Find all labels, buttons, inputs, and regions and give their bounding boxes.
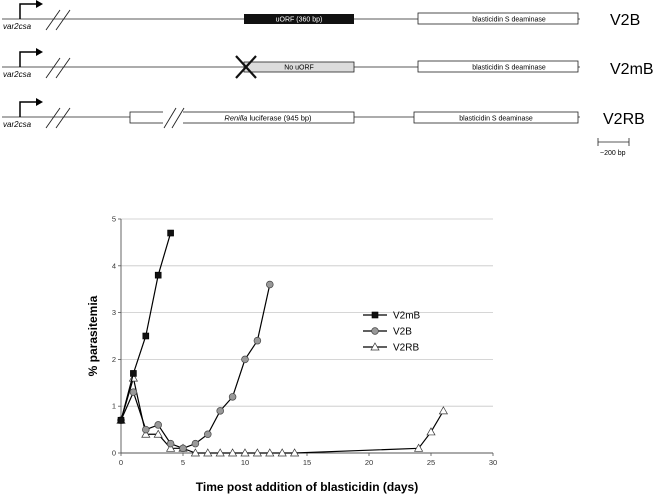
data-point-v2b (228, 393, 237, 401)
data-point-v2rb (203, 448, 213, 457)
legend-label-v2b: V2B (393, 327, 412, 338)
data-series (116, 229, 449, 457)
data-point-v2rb (438, 406, 449, 415)
cross-icon (235, 55, 257, 79)
y-tick-label: 5 (112, 215, 116, 224)
legend-label-v2rb: V2RB (393, 343, 419, 354)
y-tick-label: 1 (112, 402, 116, 411)
reporter-label: blasticidin S deaminase (472, 17, 546, 24)
x-axis-title: Time post addition of blasticidin (days) (196, 480, 418, 494)
promoter-label: var2csa (3, 22, 32, 31)
data-point-v2mb (154, 271, 162, 279)
x-tick-label: 25 (427, 458, 435, 467)
data-point-v2b (204, 430, 212, 439)
y-tick-label: 3 (112, 308, 116, 317)
data-point-v2b (241, 355, 249, 364)
y-tick-label: 4 (112, 261, 116, 270)
x-tick-label: 15 (303, 458, 311, 467)
data-point-v2b (266, 280, 274, 289)
data-point-v2rb (265, 448, 275, 457)
arrow-head-icon (36, 98, 43, 106)
break-mark-icon (45, 107, 71, 129)
data-point-v2mb (167, 229, 174, 237)
data-point-v2rb (413, 443, 424, 452)
promoter-arrow-icon (19, 51, 36, 67)
x-tick-label: 5 (181, 458, 185, 467)
legend-marker-v2mb (371, 311, 379, 319)
data-point-v2mb (142, 332, 150, 340)
data-point-v2rb (215, 448, 225, 457)
data-point-v2rb (289, 448, 300, 457)
construct-name: V2RB (603, 111, 645, 128)
uorf-box (244, 14, 354, 24)
break-mark-icon (45, 57, 71, 79)
legend-marker-v2rb (370, 342, 380, 351)
legend: V2mB V2B V2RB (363, 311, 421, 354)
data-point-v2b (166, 439, 175, 448)
construct-name: V2B (610, 12, 640, 29)
arrow-head-icon (36, 48, 43, 56)
reporter-label: blasticidin S deaminase (459, 116, 533, 123)
data-point-v2b (142, 425, 150, 434)
legend-marker-v2b (371, 327, 379, 335)
data-point-v2b (253, 336, 262, 345)
construct-v2rb: var2csa Renilla luciferase (945 bp) blas… (2, 98, 645, 129)
data-point-v2rb (252, 448, 263, 457)
scale-bar-label: ~200 bp (600, 150, 626, 157)
no-uorf-box (243, 61, 355, 73)
break-mark-icon (163, 107, 185, 129)
reporter-box (417, 60, 579, 73)
legend-label-v2mb: V2mB (393, 311, 421, 322)
series-line-v2mb (120, 232, 172, 421)
uorf-label: uORF (360 bp) (276, 17, 323, 24)
data-point-v2rb (165, 443, 176, 452)
scale-bar: ~200 bp (597, 138, 630, 157)
gridlines (121, 218, 493, 407)
data-point-v2rb (141, 429, 151, 438)
tick-labels: 0 1 2 3 4 5 0 5 10 15 20 25 30 (112, 215, 497, 468)
data-point-v2b (129, 388, 138, 396)
luciferase-box (129, 111, 355, 124)
x-tick-label: 10 (241, 458, 249, 467)
promoter-label: var2csa (3, 120, 32, 129)
construct-name: V2mB (610, 61, 654, 78)
luciferase-label: Renilla luciferase (945 bp) (224, 114, 312, 123)
construct-v2mb: var2csa No uORF blasticidin S deaminase … (2, 48, 654, 79)
series-line-v2b (120, 284, 271, 449)
x-tick-label: 30 (489, 458, 497, 467)
promoter-arrow-icon (19, 101, 36, 117)
y-tick-label: 0 (112, 449, 116, 458)
x-tick-label: 20 (365, 458, 373, 467)
data-point-v2b (179, 444, 187, 453)
data-point-v2b (154, 421, 162, 429)
parasitemia-chart: 0 1 2 3 4 5 0 5 10 15 20 25 30 Time post addition of… (86, 215, 497, 495)
data-point-v2rb (227, 448, 238, 457)
reporter-box (417, 12, 579, 25)
data-point-v2b (216, 407, 224, 415)
data-point-v2mb (117, 416, 125, 424)
data-point-v2b (191, 439, 200, 448)
data-point-v2mb (130, 370, 137, 377)
data-point-v2rb (426, 427, 436, 436)
x-tick-label: 0 (119, 458, 123, 467)
promoter-arrow-icon (19, 3, 36, 19)
axes (118, 218, 494, 456)
y-tick-label: 2 (112, 355, 116, 364)
data-point-v2rb (240, 448, 250, 457)
arrow-head-icon (36, 0, 43, 8)
data-point-v2rb (277, 448, 287, 457)
data-point-v2rb (190, 448, 201, 457)
no-uorf-label: No uORF (284, 65, 314, 72)
y-axis-title: % parasitemia (86, 295, 100, 376)
break-mark-icon (45, 9, 71, 31)
construct-v2b: var2csa uORF (360 bp) blasticidin S deam… (2, 0, 640, 31)
reporter-box (413, 111, 579, 124)
reporter-label: blasticidin S deaminase (472, 65, 546, 72)
data-point-v2rb (153, 429, 163, 438)
promoter-label: var2csa (3, 70, 32, 79)
